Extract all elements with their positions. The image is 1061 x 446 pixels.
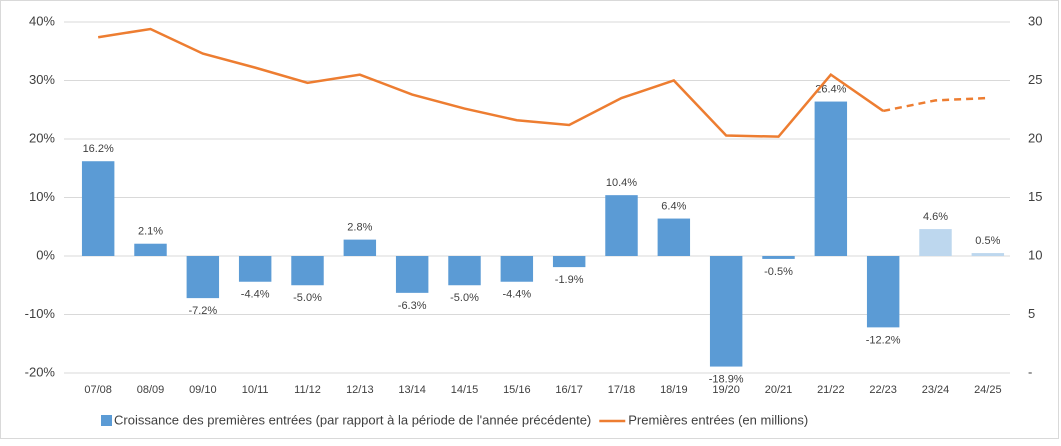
- legend-label: Croissance des premières entrées (par ra…: [114, 412, 591, 427]
- bar: [343, 239, 377, 256]
- bar: [238, 256, 272, 282]
- data-label: -5.0%: [293, 292, 322, 304]
- y-tick-label: 20%: [29, 130, 55, 145]
- x-tick-label: 10/11: [242, 384, 269, 396]
- y-tick-label: -20%: [25, 364, 56, 379]
- x-tick-label: 20/21: [765, 384, 793, 396]
- data-label: -4.4%: [241, 289, 270, 301]
- y-tick-label: -10%: [25, 306, 56, 321]
- x-tick-label: 14/15: [451, 384, 479, 396]
- legend-swatch: [101, 415, 112, 426]
- data-label: 10.4%: [606, 177, 637, 189]
- y2-tick-label: 10: [1028, 247, 1042, 262]
- x-tick-label: 24/25: [974, 384, 1002, 396]
- x-tick-label: 18/19: [660, 384, 688, 396]
- x-tick-label: 08/09: [137, 384, 165, 396]
- bar: [552, 256, 586, 268]
- x-tick-label: 11/12: [294, 384, 321, 396]
- y2-tick-label: 25: [1028, 72, 1042, 87]
- data-label: -18.9%: [709, 373, 744, 385]
- x-tick-label: 07/08: [84, 384, 112, 396]
- data-label: 0.5%: [975, 235, 1000, 247]
- y2-tick-label: -: [1028, 364, 1032, 379]
- data-label: -4.4%: [502, 289, 531, 301]
- x-tick-label: 09/10: [189, 384, 217, 396]
- bar: [605, 195, 638, 256]
- data-label: -5.0%: [450, 292, 479, 304]
- data-label: -1.9%: [555, 274, 584, 286]
- x-tick-label: 15/16: [503, 384, 531, 396]
- data-label: 4.6%: [923, 211, 948, 223]
- bar: [814, 101, 848, 256]
- bar: [500, 256, 534, 282]
- data-label: 2.1%: [138, 226, 163, 238]
- x-tick-label: 22/23: [869, 384, 897, 396]
- y2-tick-label: 5: [1028, 306, 1035, 321]
- y2-tick-label: 20: [1028, 130, 1042, 145]
- line-projected: [882, 96, 988, 113]
- x-tick-label: 19/20: [712, 384, 740, 396]
- y2-tick-label: 30: [1028, 13, 1042, 28]
- data-label: 2.8%: [347, 222, 372, 234]
- y-tick-label: 10%: [29, 189, 55, 204]
- x-tick-label: 17/18: [608, 384, 636, 396]
- bar: [709, 256, 743, 367]
- x-tick-label: 23/24: [922, 384, 950, 396]
- bar: [291, 256, 324, 286]
- data-label: 26.4%: [815, 83, 846, 95]
- data-label: 6.4%: [661, 200, 686, 212]
- bar: [971, 253, 1005, 256]
- x-tick-label: 13/14: [398, 384, 426, 396]
- bar: [395, 256, 429, 293]
- data-label: -0.5%: [764, 266, 793, 278]
- data-label: -12.2%: [866, 334, 901, 346]
- x-tick-label: 16/17: [555, 384, 583, 396]
- data-label: -6.3%: [398, 300, 427, 312]
- y2-tick-label: 15: [1028, 189, 1042, 204]
- y-tick-label: 40%: [29, 13, 55, 28]
- data-label: 16.2%: [83, 143, 114, 155]
- x-tick-label: 12/13: [346, 384, 374, 396]
- y-tick-label: 30%: [29, 72, 55, 87]
- bar: [134, 243, 167, 256]
- bar: [866, 256, 900, 328]
- bar: [448, 256, 481, 286]
- bar: [81, 161, 115, 256]
- line: [97, 27, 884, 138]
- x-tick-label: 21/22: [817, 384, 845, 396]
- bar: [919, 229, 952, 256]
- legend-label: Premières entrées (en millions): [628, 412, 808, 427]
- data-label: -7.2%: [188, 305, 217, 317]
- bar: [657, 218, 691, 256]
- bar: [762, 256, 795, 259]
- bar: [186, 256, 220, 299]
- y-tick-label: 0%: [36, 247, 55, 262]
